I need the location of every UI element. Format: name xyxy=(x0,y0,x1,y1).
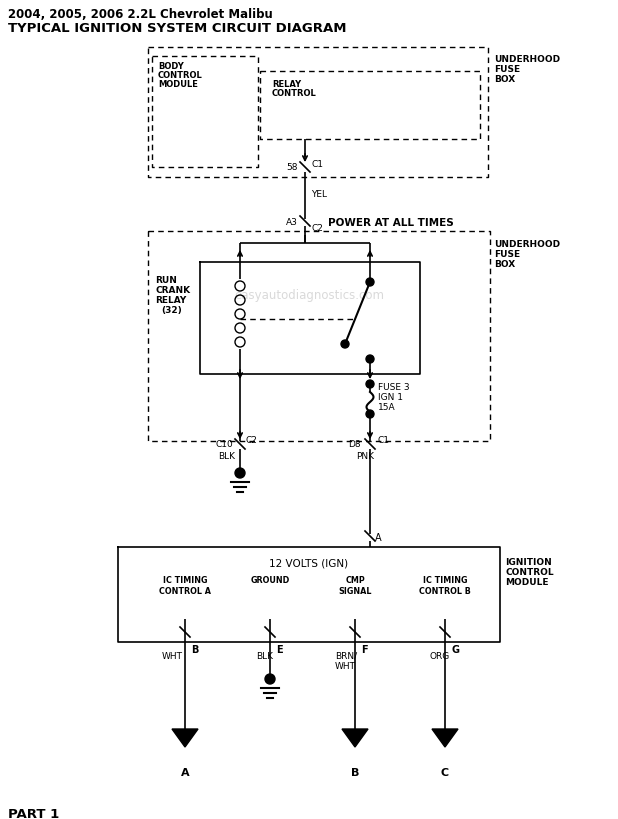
Text: F: F xyxy=(361,645,368,654)
Circle shape xyxy=(366,410,374,419)
Text: FUSE 3: FUSE 3 xyxy=(378,382,410,391)
Text: UNDERHOOD: UNDERHOOD xyxy=(494,55,560,64)
Text: C2: C2 xyxy=(311,224,323,233)
Text: 58: 58 xyxy=(286,163,297,172)
Text: POWER AT ALL TIMES: POWER AT ALL TIMES xyxy=(328,218,454,228)
Text: BOX: BOX xyxy=(494,260,515,269)
Text: CRANK: CRANK xyxy=(155,286,190,295)
Circle shape xyxy=(235,468,245,478)
Text: CONTROL: CONTROL xyxy=(505,568,554,577)
Polygon shape xyxy=(342,729,368,747)
Text: IGNITION: IGNITION xyxy=(505,557,552,566)
Text: WHT: WHT xyxy=(335,661,356,670)
Text: BLK: BLK xyxy=(218,451,235,460)
Text: UNDERHOOD: UNDERHOOD xyxy=(494,240,560,249)
Text: PNK: PNK xyxy=(356,451,374,460)
Text: CMP
SIGNAL: CMP SIGNAL xyxy=(338,575,372,595)
Circle shape xyxy=(265,674,275,684)
Text: A: A xyxy=(375,532,382,542)
Text: WHT: WHT xyxy=(162,651,183,660)
Text: C1: C1 xyxy=(377,436,389,445)
Text: easyautodiagnostics.com: easyautodiagnostics.com xyxy=(234,288,384,301)
Text: TYPICAL IGNITION SYSTEM CIRCUIT DIAGRAM: TYPICAL IGNITION SYSTEM CIRCUIT DIAGRAM xyxy=(8,22,347,35)
Circle shape xyxy=(366,278,374,287)
Text: GROUND: GROUND xyxy=(250,575,290,584)
Text: C10: C10 xyxy=(215,440,233,449)
Text: CONTROL: CONTROL xyxy=(272,89,317,98)
Text: A: A xyxy=(180,767,189,777)
Text: C2: C2 xyxy=(246,436,258,445)
Text: IGN 1: IGN 1 xyxy=(378,392,403,401)
Text: IC TIMING
CONTROL B: IC TIMING CONTROL B xyxy=(419,575,471,595)
Text: FUSE: FUSE xyxy=(494,250,520,259)
Circle shape xyxy=(366,381,374,388)
Text: E: E xyxy=(276,645,282,654)
Text: BLK: BLK xyxy=(256,651,273,660)
Polygon shape xyxy=(432,729,458,747)
Text: RELAY: RELAY xyxy=(272,80,301,89)
Text: MODULE: MODULE xyxy=(505,577,549,586)
Text: C1: C1 xyxy=(311,160,323,169)
Text: D8: D8 xyxy=(348,440,361,449)
Text: BOX: BOX xyxy=(494,75,515,84)
Text: 2004, 2005, 2006 2.2L Chevrolet Malibu: 2004, 2005, 2006 2.2L Chevrolet Malibu xyxy=(8,8,273,21)
Text: PART 1: PART 1 xyxy=(8,807,59,819)
Text: C: C xyxy=(441,767,449,777)
Text: RUN: RUN xyxy=(155,276,177,285)
Text: IC TIMING
CONTROL A: IC TIMING CONTROL A xyxy=(159,575,211,595)
Text: MODULE: MODULE xyxy=(158,80,198,89)
Text: BODY: BODY xyxy=(158,62,184,71)
Text: CONTROL: CONTROL xyxy=(158,71,203,80)
Circle shape xyxy=(366,355,374,364)
Text: ORG: ORG xyxy=(430,651,451,660)
Text: A3: A3 xyxy=(286,218,298,227)
Text: 15A: 15A xyxy=(378,402,396,411)
Text: YEL: YEL xyxy=(311,190,327,199)
Text: G: G xyxy=(451,645,459,654)
Text: RELAY: RELAY xyxy=(155,296,186,305)
Text: BRN/: BRN/ xyxy=(335,651,357,660)
Circle shape xyxy=(341,341,349,349)
Text: (32): (32) xyxy=(161,305,182,314)
Text: B: B xyxy=(351,767,359,777)
Polygon shape xyxy=(172,729,198,747)
Text: FUSE: FUSE xyxy=(494,65,520,74)
Text: 12 VOLTS (IGN): 12 VOLTS (IGN) xyxy=(269,557,349,568)
Text: B: B xyxy=(191,645,198,654)
